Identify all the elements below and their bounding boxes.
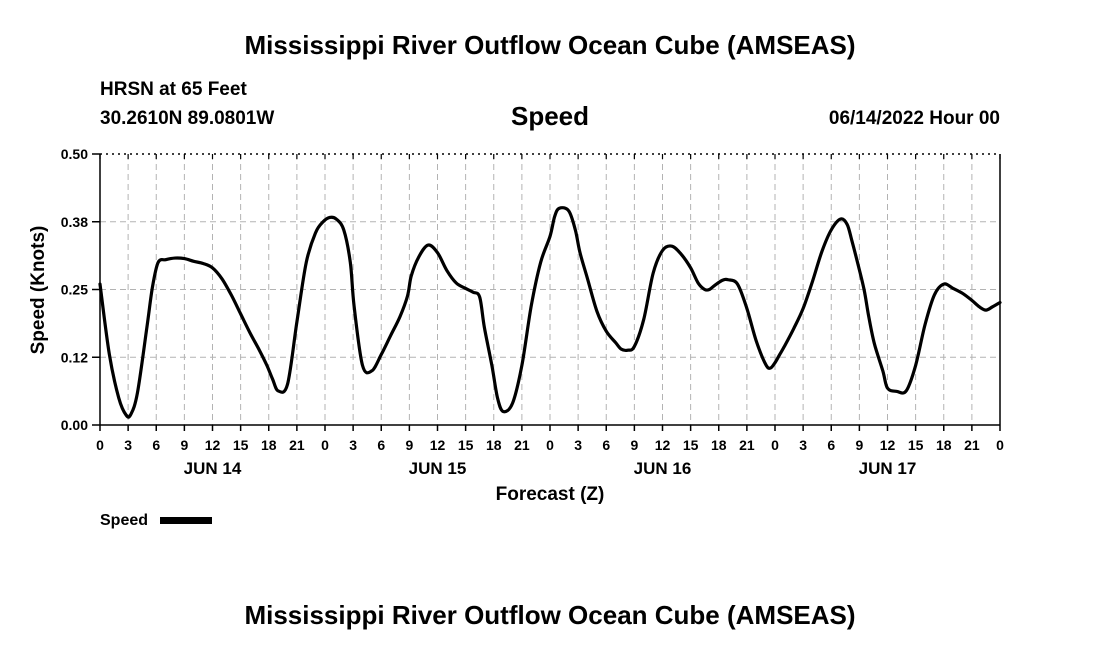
date-label: JUN 16 xyxy=(634,459,692,478)
x-tick-label: 21 xyxy=(514,437,530,453)
series-layer xyxy=(98,206,1002,419)
x-axis-label: Forecast (Z) xyxy=(496,484,605,505)
chart-title: Speed xyxy=(511,101,589,131)
x-tick-label: 12 xyxy=(430,437,446,453)
y-axis-label: Speed (Knots) xyxy=(28,226,49,355)
y-tick-label: 0.38 xyxy=(61,214,88,230)
x-tick-label: 0 xyxy=(96,437,104,453)
x-tick-label: 12 xyxy=(880,437,896,453)
timestamp-label: 06/14/2022 Hour 00 xyxy=(829,108,1000,129)
x-tick-label: 6 xyxy=(377,437,385,453)
date-label: JUN 14 xyxy=(184,459,242,478)
x-tick-label: 18 xyxy=(936,437,952,453)
x-tick-label: 3 xyxy=(799,437,807,453)
x-tick-label: 18 xyxy=(261,437,277,453)
x-tick-label: 3 xyxy=(349,437,357,453)
x-tick-label: 15 xyxy=(908,437,924,453)
x-tick-label: 6 xyxy=(152,437,160,453)
x-tick-label: 15 xyxy=(683,437,699,453)
x-tick-label: 0 xyxy=(321,437,329,453)
y-tick-label: 0.12 xyxy=(61,349,88,365)
station-label: HRSN at 65 Feet xyxy=(100,79,247,100)
y-axis-ticks: 0.00 0.12 0.25 0.38 0.50 xyxy=(61,146,100,433)
legend-label-speed: Speed xyxy=(100,512,148,529)
x-tick-label: 9 xyxy=(855,437,863,453)
series-line-speed xyxy=(98,206,1002,419)
x-tick-label: 12 xyxy=(205,437,221,453)
date-label: JUN 15 xyxy=(409,459,467,478)
y-tick-label: 0.50 xyxy=(61,146,88,162)
x-tick-label: 9 xyxy=(405,437,413,453)
location-label: 30.2610N 89.0801W xyxy=(100,108,274,129)
y-tick-label: 0.00 xyxy=(61,417,88,433)
x-tick-label: 6 xyxy=(827,437,835,453)
x-tick-label: 0 xyxy=(996,437,1004,453)
legend-swatch-speed xyxy=(160,517,212,524)
x-tick-label: 12 xyxy=(655,437,671,453)
date-label: JUN 17 xyxy=(859,459,917,478)
x-tick-label: 0 xyxy=(771,437,779,453)
x-tick-label: 9 xyxy=(180,437,188,453)
chart-header-title: Mississippi River Outflow Ocean Cube (AM… xyxy=(244,30,855,60)
x-tick-label: 0 xyxy=(546,437,554,453)
x-axis-ticks: 0 3 6 9 12 15 18 21 0 3 6 9 12 15 18 21 0 3 6 9 12 15 18 21 0 3 6 9… xyxy=(96,154,1004,453)
x-tick-label: 18 xyxy=(711,437,727,453)
date-labels: JUN 14 JUN 15 JUN 16 JUN 17 xyxy=(184,459,917,478)
x-tick-label: 3 xyxy=(574,437,582,453)
x-tick-label: 9 xyxy=(630,437,638,453)
x-tick-label: 6 xyxy=(602,437,610,453)
x-tick-label: 21 xyxy=(739,437,755,453)
x-tick-label: 21 xyxy=(964,437,980,453)
legend: Speed xyxy=(100,512,212,529)
x-tick-label: 15 xyxy=(233,437,249,453)
footer-title: Mississippi River Outflow Ocean Cube (AM… xyxy=(244,600,855,630)
x-tick-label: 18 xyxy=(486,437,502,453)
y-tick-label: 0.25 xyxy=(61,282,88,298)
x-tick-label: 3 xyxy=(124,437,132,453)
x-tick-label: 15 xyxy=(458,437,474,453)
x-tick-label: 21 xyxy=(289,437,305,453)
